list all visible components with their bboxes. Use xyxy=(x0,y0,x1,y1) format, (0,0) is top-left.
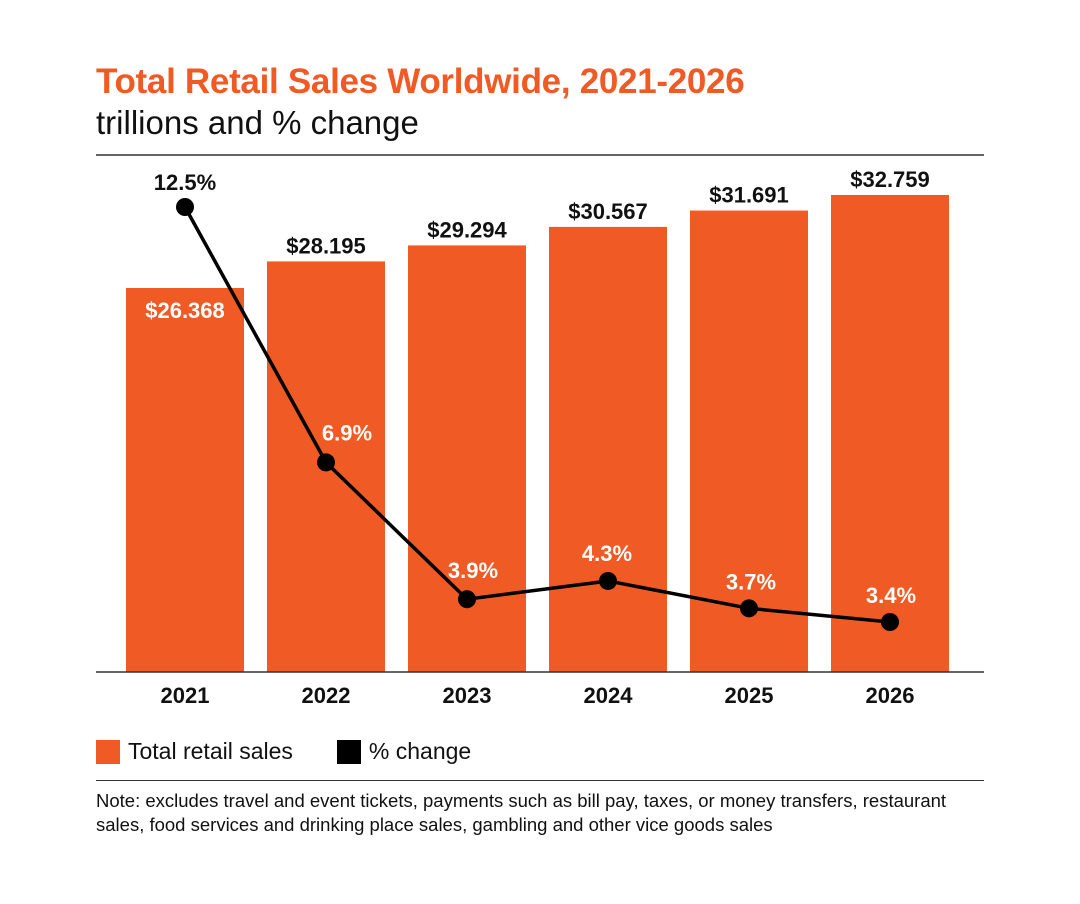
pct-change-point xyxy=(740,599,758,618)
chart-note: Note: excludes travel and event tickets,… xyxy=(96,790,947,835)
bar-value-label: $26.368 xyxy=(145,298,225,323)
x-tick-label: 2024 xyxy=(584,683,634,708)
x-tick-label: 2022 xyxy=(302,683,351,708)
bar-value-label: $32.759 xyxy=(850,167,930,192)
bar xyxy=(831,195,949,672)
pct-change-label: 12.5% xyxy=(154,170,216,195)
bar xyxy=(549,226,667,673)
bar xyxy=(126,288,244,672)
pct-change-point xyxy=(317,453,335,472)
chart-legend: Total retail sales % change xyxy=(96,738,515,765)
chart-title: Total Retail Sales Worldwide, 2021-2026 xyxy=(96,62,745,101)
pct-change-label: 3.9% xyxy=(448,558,498,583)
x-tick-label: 2026 xyxy=(866,683,915,708)
legend-swatch-change xyxy=(336,739,361,764)
x-tick-label: 2023 xyxy=(443,683,492,708)
legend-label-change: % change xyxy=(368,738,472,764)
legend-item-sales: Total retail sales xyxy=(96,738,293,765)
bar-value-label: $28.195 xyxy=(286,233,366,258)
pct-change-point xyxy=(599,571,617,590)
combo-chart: $26.368 $28.195 $29.294 $30.567 $31.691 $32.7… xyxy=(96,154,984,708)
pct-change-line xyxy=(183,206,891,624)
legend-item-change: % change xyxy=(336,738,472,765)
bar-value-label: $30.567 xyxy=(568,199,648,224)
chart-subtitle: trillions and % change xyxy=(96,104,419,141)
pct-change-point xyxy=(881,613,899,631)
bar xyxy=(690,210,808,672)
pct-change-point xyxy=(176,198,194,216)
pct-change-label: 3.4% xyxy=(866,583,916,608)
bar-value-label: $31.691 xyxy=(709,183,789,208)
x-tick-label: 2025 xyxy=(725,683,774,708)
x-tick-label: 2021 xyxy=(161,683,210,708)
legend-swatch-sales xyxy=(96,739,120,764)
bar-value-label: $29.294 xyxy=(427,217,507,242)
pct-change-label: 6.9% xyxy=(322,420,372,445)
pct-change-label: 4.3% xyxy=(582,541,632,566)
pct-change-label: 3.7% xyxy=(726,569,776,594)
pct-change-point xyxy=(458,590,476,609)
legend-label-sales: Total retail sales xyxy=(128,738,293,764)
note-divider xyxy=(96,780,984,781)
